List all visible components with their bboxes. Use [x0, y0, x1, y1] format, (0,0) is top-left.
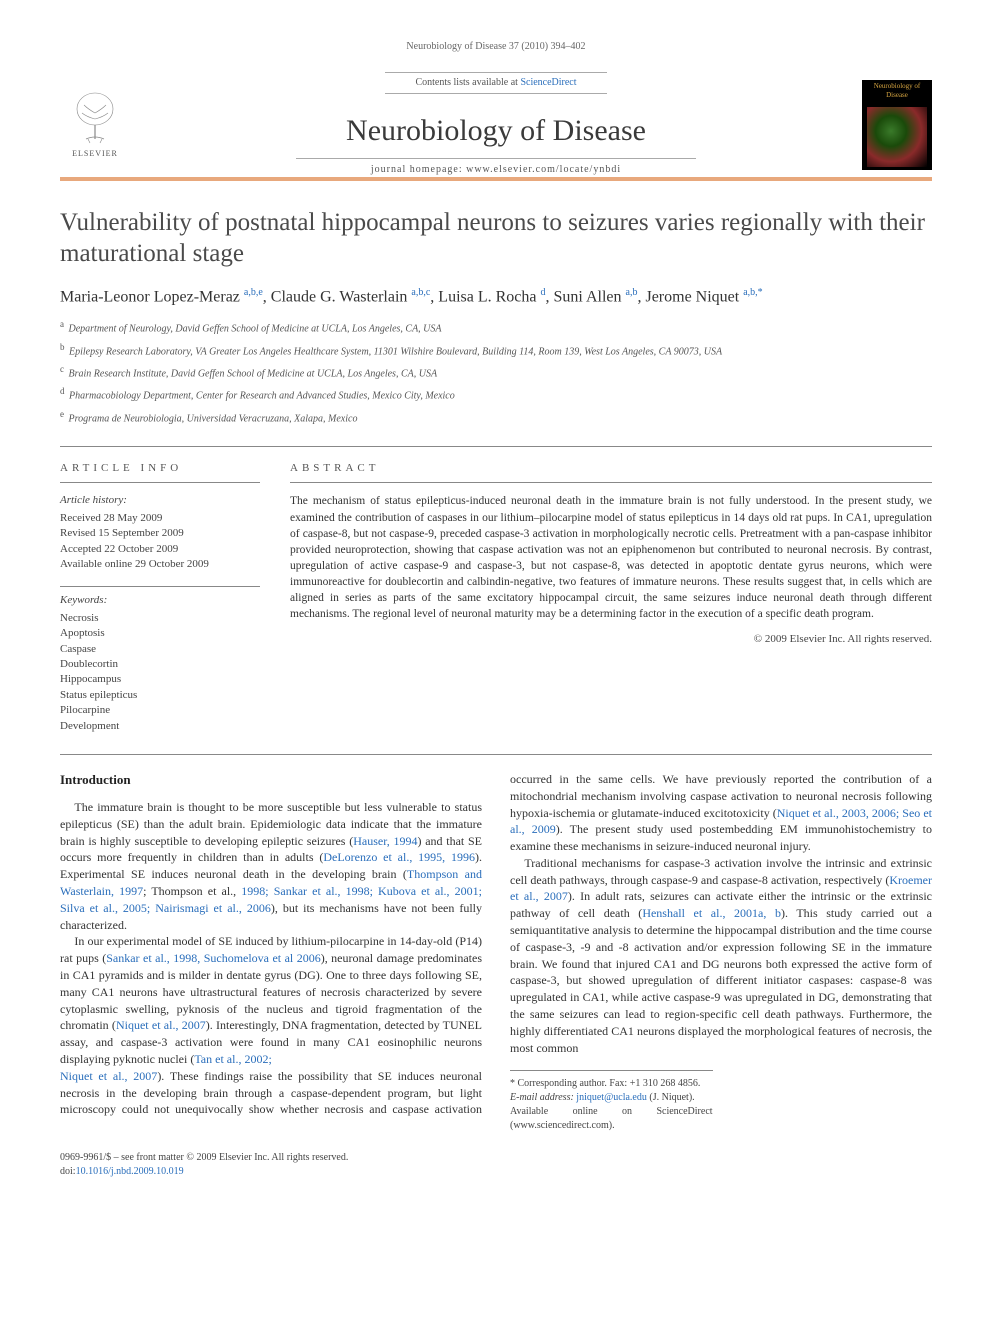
corresponding-author: * Corresponding author. Fax: +1 310 268 …	[510, 1077, 713, 1091]
cover-image	[867, 107, 927, 167]
keyword-item: Status epilepticus	[60, 688, 260, 703]
homepage-line: journal homepage: www.elsevier.com/locat…	[296, 158, 696, 177]
email-line: E-mail address: jniquet@ucla.edu (J. Niq…	[510, 1091, 713, 1105]
homepage-label: journal homepage:	[371, 164, 466, 175]
footer-legal: 0969-9961/$ – see front matter © 2009 El…	[60, 1151, 932, 1179]
keywords-label: Keywords:	[60, 586, 260, 608]
publisher-name: ELSEVIER	[72, 148, 118, 159]
body-two-column: Introduction The immature brain is thoug…	[60, 771, 932, 1134]
availability-line: Available online on ScienceDirect (www.s…	[510, 1105, 713, 1133]
keywords-list: NecrosisApoptosisCaspaseDoublecortinHipp…	[60, 611, 260, 734]
email-suffix: (J. Niquet).	[647, 1092, 695, 1103]
affiliation: d Pharmacobiology Department, Center for…	[60, 385, 932, 403]
doi-line: doi:10.1016/j.nbd.2009.10.019	[60, 1165, 932, 1179]
keyword-item: Necrosis	[60, 611, 260, 626]
sciencedirect-link[interactable]: ScienceDirect	[520, 77, 576, 88]
elsevier-tree-icon	[70, 91, 120, 146]
doi-label: doi:	[60, 1166, 76, 1177]
homepage-url: www.elsevier.com/locate/ynbdi	[466, 164, 621, 175]
history-item: Available online 29 October 2009	[60, 557, 260, 572]
info-abstract-row: ARTICLE INFO Article history: Received 2…	[60, 446, 932, 734]
body-section: Introduction The immature brain is thoug…	[60, 754, 932, 1134]
body-paragraph: In our experimental model of SE induced …	[60, 933, 482, 1067]
affiliation: b Epilepsy Research Laboratory, VA Great…	[60, 341, 932, 359]
page: Neurobiology of Disease 37 (2010) 394–40…	[0, 0, 992, 1219]
history-item: Received 28 May 2009	[60, 511, 260, 526]
journal-name: Neurobiology of Disease	[140, 110, 852, 152]
body-paragraphs: The immature brain is thought to be more…	[60, 771, 932, 1134]
running-header: Neurobiology of Disease 37 (2010) 394–40…	[60, 40, 932, 54]
email-link[interactable]: jniquet@ucla.edu	[576, 1092, 647, 1103]
body-paragraph: Traditional mechanisms for caspase-3 act…	[510, 855, 932, 1057]
masthead: ELSEVIER Contents lists available at Sci…	[60, 64, 932, 181]
article-info-label: ARTICLE INFO	[60, 461, 260, 483]
history-label: Article history:	[60, 493, 260, 508]
keyword-item: Hippocampus	[60, 672, 260, 687]
keyword-item: Development	[60, 719, 260, 734]
doi-link[interactable]: 10.1016/j.nbd.2009.10.019	[76, 1166, 184, 1177]
affiliations-block: a Department of Neurology, David Geffen …	[60, 318, 932, 426]
contents-prefix: Contents lists available at	[415, 77, 520, 88]
article-title: Vulnerability of postnatal hippocampal n…	[60, 207, 932, 270]
publisher-logo: ELSEVIER	[60, 85, 130, 165]
authors: Maria-Leonor Lopez-Meraz a,b,e, Claude G…	[60, 286, 932, 309]
history-item: Accepted 22 October 2009	[60, 542, 260, 557]
history-list: Received 28 May 2009Revised 15 September…	[60, 511, 260, 573]
abstract-copyright: © 2009 Elsevier Inc. All rights reserved…	[290, 632, 932, 647]
journal-cover-thumbnail: Neurobiology of Disease	[862, 80, 932, 170]
contents-line: Contents lists available at ScienceDirec…	[385, 72, 606, 94]
abstract-column: ABSTRACT The mechanism of status epilept…	[290, 461, 932, 734]
affiliation: e Programa de Neurobiologia, Universidad…	[60, 408, 932, 426]
cover-title: Neurobiology of Disease	[862, 80, 932, 104]
article-info-column: ARTICLE INFO Article history: Received 2…	[60, 461, 260, 734]
abstract-label: ABSTRACT	[290, 461, 932, 483]
affiliation: a Department of Neurology, David Geffen …	[60, 318, 932, 336]
keyword-item: Pilocarpine	[60, 703, 260, 718]
introduction-heading: Introduction	[60, 771, 482, 789]
email-label: E-mail address:	[510, 1092, 576, 1103]
footnotes: * Corresponding author. Fax: +1 310 268 …	[510, 1070, 713, 1133]
masthead-center: Contents lists available at ScienceDirec…	[130, 72, 862, 177]
keyword-item: Doublecortin	[60, 657, 260, 672]
abstract-text: The mechanism of status epilepticus-indu…	[290, 493, 932, 622]
issn-line: 0969-9961/$ – see front matter © 2009 El…	[60, 1151, 932, 1165]
keyword-item: Caspase	[60, 642, 260, 657]
history-item: Revised 15 September 2009	[60, 526, 260, 541]
affiliation: c Brain Research Institute, David Geffen…	[60, 363, 932, 381]
body-paragraph: The immature brain is thought to be more…	[60, 799, 482, 933]
keyword-item: Apoptosis	[60, 626, 260, 641]
